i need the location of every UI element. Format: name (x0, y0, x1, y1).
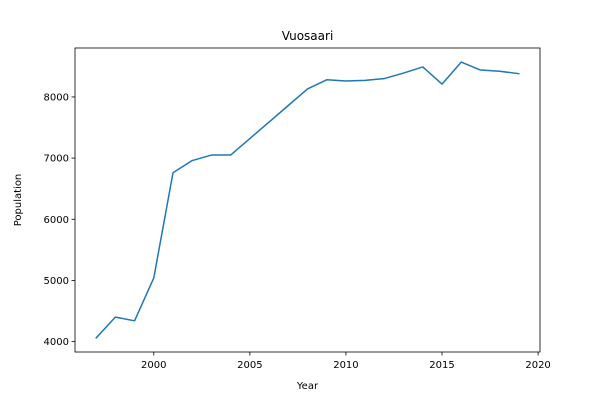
plot-frame (74, 47, 541, 353)
y-tick-label: 6000 (44, 215, 69, 226)
x-axis-label: Year (296, 381, 319, 392)
x-tick-label: 2020 (525, 360, 550, 371)
chart-title: Vuosaari (282, 29, 334, 43)
x-axis-ticks: 2000 2005 2010 2015 2020 (141, 352, 551, 371)
y-tick-label: 7000 (44, 154, 69, 165)
y-tick-label: 8000 (44, 92, 69, 103)
y-tick-label: 4000 (44, 337, 69, 348)
series-line (95, 61, 520, 339)
x-tick-label: 2005 (237, 360, 262, 371)
x-tick-label: 2000 (141, 360, 166, 371)
y-axis-ticks: 4000 5000 6000 7000 8000 (44, 92, 75, 348)
y-axis-label: Population (13, 174, 24, 227)
x-tick-label: 2010 (333, 360, 358, 371)
series-layer (95, 61, 520, 339)
plot-area (75, 48, 540, 352)
x-tick-label: 2015 (429, 360, 454, 371)
y-tick-label: 5000 (44, 276, 69, 287)
